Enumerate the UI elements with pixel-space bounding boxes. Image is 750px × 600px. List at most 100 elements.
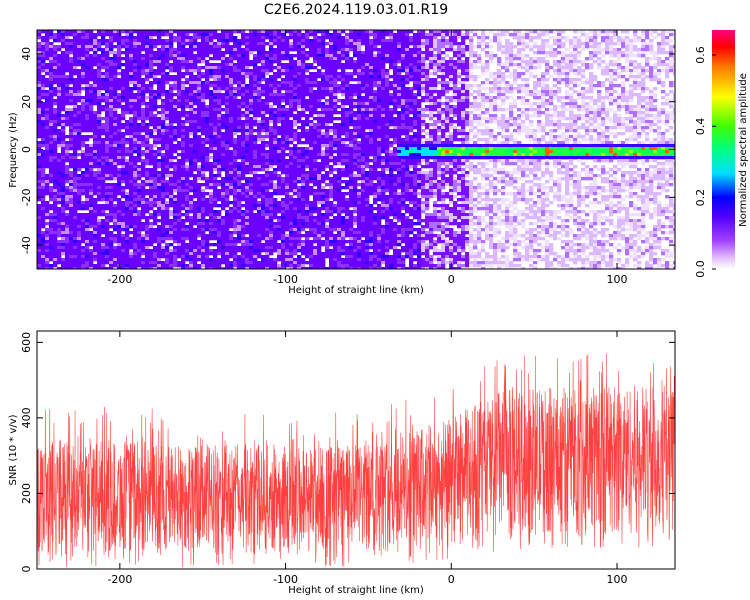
heatmap-cell <box>261 78 266 82</box>
heatmap-cell <box>93 243 98 247</box>
heatmap-cell <box>293 93 298 97</box>
heatmap-cell <box>129 75 134 79</box>
heatmap-cell <box>189 198 194 202</box>
heatmap-cell <box>113 108 118 112</box>
heatmap-cell <box>265 267 270 269</box>
heatmap-cell <box>109 75 114 79</box>
heatmap-cell <box>97 180 102 184</box>
heatmap-cell <box>197 153 202 157</box>
heatmap-cell <box>129 42 134 46</box>
heatmap-cell <box>69 90 74 94</box>
heatmap-cell <box>129 222 134 226</box>
heatmap-cell <box>109 219 114 223</box>
heatmap-cell <box>165 117 170 121</box>
heatmap-cell <box>37 120 42 124</box>
heatmap-cell <box>205 207 210 211</box>
heatmap-cell <box>45 213 50 217</box>
heatmap-cell <box>129 66 134 70</box>
heatmap-cell <box>309 30 314 34</box>
heatmap-cell <box>185 264 190 268</box>
heatmap-cell <box>253 195 258 199</box>
heatmap-cell <box>109 204 114 208</box>
heatmap-cell <box>45 117 50 121</box>
heatmap-cell <box>189 75 194 79</box>
heatmap-cell <box>41 243 46 247</box>
heatmap-cell <box>173 57 178 61</box>
heatmap-cell <box>169 87 174 91</box>
heatmap-cell <box>85 93 90 97</box>
heatmap-cell <box>125 219 130 223</box>
heatmap-cell <box>293 249 298 253</box>
heatmap-cell <box>245 162 250 166</box>
heatmap-cell <box>113 165 118 169</box>
heatmap-cell <box>257 54 262 58</box>
heatmap-cell <box>277 162 282 166</box>
heatmap-cell <box>157 39 162 43</box>
heatmap-cell <box>161 87 166 91</box>
heatmap-cell <box>177 129 182 133</box>
heatmap-cell <box>181 240 186 244</box>
heatmap-cell <box>145 204 150 208</box>
heatmap-cell <box>289 156 294 160</box>
heatmap-cell <box>205 183 210 187</box>
heatmap-cell <box>257 174 262 178</box>
heatmap-cell <box>173 246 178 250</box>
heatmap-cell <box>141 216 146 220</box>
heatmap-cell <box>281 240 286 244</box>
heatmap-cell <box>217 99 222 103</box>
heatmap-cell <box>305 231 310 235</box>
heatmap-cell <box>237 135 242 139</box>
heatmap-cell <box>253 138 258 142</box>
heatmap-cell <box>89 39 94 43</box>
heatmap-cell <box>225 141 230 145</box>
heatmap-cell <box>225 252 230 256</box>
heatmap-cell <box>285 159 290 163</box>
heatmap-cell <box>133 237 138 241</box>
heatmap-cell <box>233 201 238 205</box>
heatmap-cell <box>193 108 198 112</box>
heatmap-cell <box>289 102 294 106</box>
heatmap-cell <box>213 186 218 190</box>
heatmap-cell <box>57 207 62 211</box>
heatmap-cell <box>69 111 74 115</box>
heatmap-cell <box>69 186 74 190</box>
heatmap-cell <box>293 210 298 214</box>
heatmap-cell <box>145 153 150 157</box>
heatmap-cell <box>277 54 282 58</box>
heatmap-cell <box>193 216 198 220</box>
heatmap-cell <box>189 183 194 187</box>
heatmap-cell <box>113 36 118 40</box>
heatmap-cell <box>137 261 142 265</box>
heatmap-cell <box>253 261 258 265</box>
heatmap-cell <box>41 60 46 64</box>
heatmap-cell <box>45 78 50 82</box>
heatmap-cell <box>53 60 58 64</box>
heatmap-cell <box>269 42 274 46</box>
heatmap-cell <box>165 99 170 103</box>
heatmap-cell <box>149 111 154 115</box>
heatmap-cell <box>293 150 298 154</box>
heatmap-cell <box>97 33 102 37</box>
heatmap-cell <box>245 201 250 205</box>
heatmap-cell <box>205 72 210 76</box>
heatmap-cell <box>69 66 74 70</box>
heatmap-cell <box>265 258 270 262</box>
heatmap-cell <box>293 72 298 76</box>
heatmap-cell <box>117 258 122 262</box>
heatmap-cell <box>221 234 226 238</box>
heatmap-cell <box>117 96 122 100</box>
heatmap-cell <box>93 180 98 184</box>
heatmap-cell <box>157 183 162 187</box>
heatmap-cell <box>125 45 130 49</box>
heatmap-cell <box>129 96 134 100</box>
heatmap-cell <box>65 264 70 268</box>
heatmap-cell <box>37 219 42 223</box>
heatmap-cell <box>309 63 314 67</box>
heatmap-cell <box>269 201 274 205</box>
heatmap-cell <box>89 183 94 187</box>
heatmap-cell <box>277 258 282 262</box>
heatmap-cell <box>257 66 262 70</box>
heatmap-cell <box>189 81 194 85</box>
heatmap-cell <box>265 240 270 244</box>
heatmap-cell <box>173 240 178 244</box>
